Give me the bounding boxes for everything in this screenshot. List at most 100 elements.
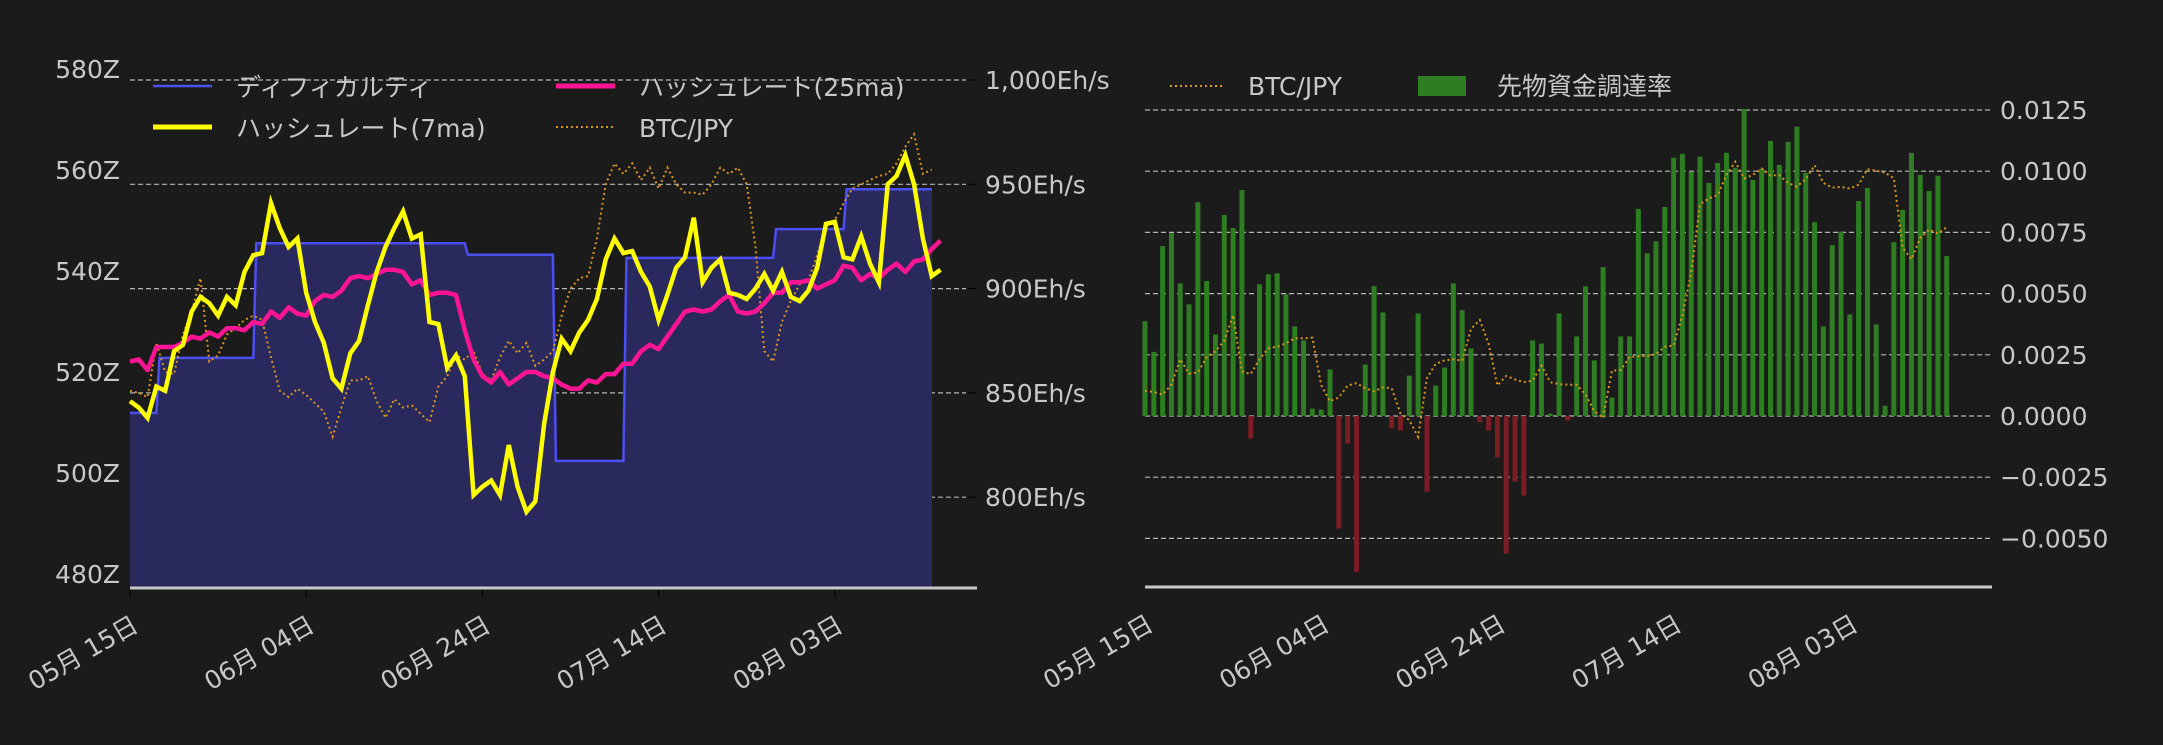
funding-bar-positive — [1212, 334, 1218, 416]
left-axis-tick-label: 520Z — [55, 358, 120, 387]
funding-bar-positive — [1618, 336, 1624, 416]
funding-bar-positive — [1820, 326, 1826, 416]
funding-bar-negative — [1336, 416, 1342, 529]
right-axis-tick-label: 950Eh/s — [985, 170, 1086, 199]
funding-bar-negative — [1521, 416, 1527, 496]
funding-bar-positive — [1838, 231, 1844, 416]
x-axis-tick-label: 06月 24日 — [1391, 609, 1511, 695]
funding-bar-positive — [1301, 340, 1307, 416]
x-axis-tick-label: 08月 03日 — [1743, 609, 1863, 695]
funding-bar-positive — [1847, 314, 1853, 416]
funding-bar-positive — [1609, 397, 1615, 416]
funding-bar-positive — [1583, 286, 1588, 416]
funding-bar-positive — [1433, 385, 1439, 416]
funding-bar-positive — [1706, 182, 1712, 416]
x-axis-tick-label: 06月 04日 — [1214, 609, 1334, 695]
funding-bar-positive — [1829, 245, 1835, 416]
legend-label: BTC/JPY — [1248, 72, 1343, 101]
funding-bar-positive — [1450, 283, 1456, 416]
hashrate-25ma-line — [129, 238, 943, 391]
funding-bar-positive — [1944, 256, 1950, 416]
left-axis-tick-label: 500Z — [55, 459, 120, 488]
funding-bar-positive — [1662, 206, 1668, 416]
legend-label: ハッシュレート(25ma) — [639, 73, 905, 102]
funding-bar-positive — [1468, 348, 1474, 416]
funding-bar-positive — [1803, 172, 1809, 416]
funding-bar-positive — [1812, 222, 1818, 416]
funding-bar-positive — [1891, 242, 1897, 416]
funding-bar-positive — [1442, 367, 1448, 416]
funding-bar-positive — [1741, 109, 1747, 416]
funding-bar-positive — [1177, 283, 1183, 416]
funding-bar-positive — [1239, 190, 1245, 416]
funding-bar-positive — [1785, 141, 1791, 416]
funding-bar-positive — [1309, 408, 1315, 416]
funding-bar-positive — [1776, 164, 1782, 416]
funding-bar-positive — [1873, 324, 1879, 416]
funding-bar-negative — [1389, 416, 1395, 429]
funding-bar-positive — [1530, 340, 1536, 416]
funding-bar-negative — [1486, 416, 1492, 431]
right-axis-tick-label: 850Eh/s — [985, 379, 1086, 408]
funding-bar-positive — [1900, 209, 1906, 416]
funding-bar-positive — [1538, 343, 1544, 416]
funding-bar-positive — [1627, 336, 1633, 416]
hashrate-difficulty-chart: 800Eh/s 850Eh/s 900Eh/s 950Eh/s 1,000Eh/s 480… — [23, 55, 1109, 696]
funding-bar-positive — [1406, 375, 1412, 416]
funding-bar-positive — [1415, 313, 1421, 416]
funding-bar-positive — [1142, 321, 1148, 416]
funding-bar-positive — [1856, 201, 1862, 416]
difficulty-area — [130, 189, 932, 588]
funding-bar-positive — [1292, 326, 1298, 416]
funding-bar-negative — [1353, 416, 1359, 572]
x-axis-tick-label: 07月 14日 — [552, 610, 672, 696]
funding-bar-positive — [1679, 153, 1685, 416]
right-axis-tick-label: −0.0025 — [2000, 463, 2108, 492]
funding-bar-positive — [1908, 152, 1914, 416]
funding-bar-positive — [1917, 174, 1923, 416]
x-axis-tick-label: 07月 14日 — [1567, 609, 1687, 695]
funding-bar-negative — [1424, 416, 1430, 492]
funding-bar-positive — [1151, 351, 1157, 416]
funding-bar-positive — [1204, 281, 1210, 416]
funding-bar-positive — [1547, 413, 1553, 416]
funding-bar-positive — [1635, 208, 1641, 416]
funding-bar-positive — [1168, 233, 1174, 416]
x-axis-tick-label: 06月 04日 — [199, 610, 319, 696]
funding-bar-positive — [1715, 162, 1721, 416]
legend-label: ハッシュレート(7ma) — [236, 114, 486, 143]
funding-bar-positive — [1556, 313, 1562, 416]
funding-bar-positive — [1697, 156, 1703, 416]
funding-bar-positive — [1750, 180, 1756, 416]
right-axis-tick-label: 1,000Eh/s — [985, 66, 1110, 95]
funding-bar-positive — [1257, 284, 1263, 416]
x-axis-tick-label: 05月 15日 — [1038, 609, 1158, 695]
funding-bar-positive — [1688, 171, 1694, 416]
funding-bar-negative — [1345, 416, 1351, 444]
funding-bar-positive — [1864, 187, 1870, 416]
funding-bar-positive — [1768, 140, 1774, 417]
funding-bar-negative — [1512, 416, 1518, 482]
left-axis-tick-label: 540Z — [55, 257, 120, 286]
legend-label: 先物資金調達率 — [1497, 72, 1672, 101]
funding-bar-positive — [1591, 360, 1597, 416]
left-axis-tick-label: 580Z — [55, 55, 120, 84]
funding-bar-negative — [1503, 416, 1509, 554]
funding-bar-positive — [1265, 274, 1271, 416]
right-axis-tick-label: 0.0075 — [2000, 218, 2087, 247]
funding-bar-negative — [1565, 416, 1571, 421]
funding-bar-positive — [1732, 167, 1738, 416]
funding-bar-positive — [1230, 227, 1236, 416]
funding-bar-positive — [1274, 273, 1280, 416]
funding-bar-positive — [1644, 253, 1650, 416]
funding-bar-positive — [1195, 202, 1201, 416]
funding-bar-positive — [1574, 336, 1580, 416]
hashrate-7ma-line — [128, 148, 942, 517]
right-axis-tick-label: 0.0125 — [2000, 96, 2087, 125]
funding-bar-positive — [1653, 241, 1659, 416]
legend-label: ディフィカルティ — [236, 73, 432, 102]
right-axis-tick-label: 0.0100 — [2000, 157, 2087, 186]
funding-bar-positive — [1380, 312, 1386, 416]
funding-bar-positive — [1186, 304, 1192, 416]
